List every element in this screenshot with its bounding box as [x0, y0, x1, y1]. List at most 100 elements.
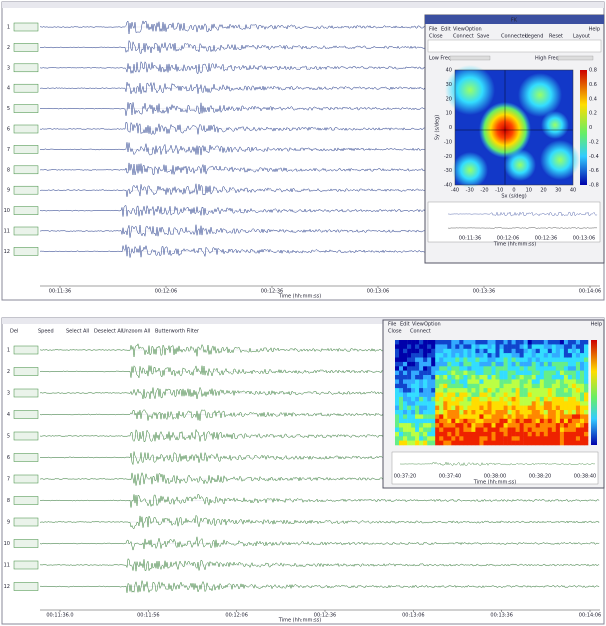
spectrogram-cell [544, 419, 548, 424]
spectrogram-cell [471, 410, 475, 415]
spectrogram-cell [427, 419, 431, 424]
spectrogram-cell [484, 340, 488, 345]
spectrogram-cell [540, 423, 544, 428]
spectrogram-cell [475, 441, 479, 446]
spectrogram-cell [419, 406, 423, 411]
spectrogram-cell [512, 436, 516, 441]
spectrogram-cell [584, 349, 588, 354]
spectrogram-cell [484, 388, 488, 393]
spectrogram-cell [419, 344, 423, 349]
spectrogram-cell [496, 432, 500, 437]
spectrogram-cell [504, 388, 508, 393]
spectrogram-cell [451, 436, 455, 441]
y-tick-label: 0 [449, 125, 452, 131]
spectrogram-cell [475, 353, 479, 358]
spectrogram-cell [488, 410, 492, 415]
spectrogram-cell [568, 423, 572, 428]
spectrogram-cell [516, 371, 520, 376]
spectrogram-cell [479, 371, 483, 376]
spectrogram-cell [528, 349, 532, 354]
spectrogram-cell [528, 388, 532, 393]
spectrogram-cell [447, 432, 451, 437]
spectrogram-cell [411, 366, 415, 371]
spectrogram-cell [431, 419, 435, 424]
spectrogram-cell [532, 353, 536, 358]
trace-label: 6 [7, 455, 10, 461]
spectrogram-cell [415, 401, 419, 406]
spectrogram-cell [516, 441, 520, 446]
spectrogram-cell [403, 362, 407, 367]
spectrogram-cell [415, 384, 419, 389]
spectrogram-cell [572, 393, 576, 398]
spectrogram-cell [443, 436, 447, 441]
trace-label: 12 [4, 584, 10, 590]
spectrogram-cell [564, 419, 568, 424]
spectrogram-cell [532, 401, 536, 406]
spectrogram-cell [576, 379, 580, 384]
spectrogram-cell [564, 428, 568, 433]
spectrogram-cell [443, 388, 447, 393]
spectrogram-cell [512, 401, 516, 406]
spectrogram-cell [560, 388, 564, 393]
toolbar-button: Close [429, 34, 443, 40]
spectrogram-cell [403, 432, 407, 437]
spectrogram-cell [568, 379, 572, 384]
spectrogram-cell [431, 379, 435, 384]
spectrogram-cell [576, 414, 580, 419]
spectrogram-cell [524, 432, 528, 437]
spectrogram-cell [435, 397, 439, 402]
spectrogram-cell [395, 419, 399, 424]
spectrogram-cell [403, 371, 407, 376]
spectrogram-cell [455, 384, 459, 389]
spectrogram-cell [415, 428, 419, 433]
y-axis-title: Sy (s/deg) [435, 115, 441, 140]
spectrogram-cell [576, 344, 580, 349]
spectrogram-cell [479, 414, 483, 419]
spectrogram-cell [516, 423, 520, 428]
spectrogram-cell [564, 384, 568, 389]
spectrogram-cell [524, 375, 528, 380]
spectrogram-cell [459, 371, 463, 376]
spectrogram-cell [512, 371, 516, 376]
spectrogram-cell [524, 362, 528, 367]
spectrogram-cell [488, 366, 492, 371]
spectrogram-cell [556, 371, 560, 376]
spectrogram-cell [564, 375, 568, 380]
spectrogram-cell [584, 441, 588, 446]
spectrogram-cell [475, 362, 479, 367]
spectrogram-cell [463, 344, 467, 349]
spectrogram-cell [548, 388, 552, 393]
spectrogram-cell [580, 436, 584, 441]
spectrogram-cell [572, 410, 576, 415]
channel-box [14, 23, 38, 31]
spectrogram-cell [512, 441, 516, 446]
spectrogram-cell [516, 340, 520, 345]
spectrogram-cell [443, 393, 447, 398]
spectrogram-cell [415, 410, 419, 415]
spectrogram-cell [520, 388, 524, 393]
spectrogram-cell [484, 397, 488, 402]
spectrogram-cell [435, 340, 439, 345]
spectrogram-cell [532, 441, 536, 446]
spectrogram-cell [415, 388, 419, 393]
spectrogram-cell [488, 388, 492, 393]
spectrogram-cell [492, 340, 496, 345]
spectrogram-cell [399, 423, 403, 428]
spectrogram-cell [447, 410, 451, 415]
spectrogram-cell [520, 419, 524, 424]
spectrogram-cell [540, 436, 544, 441]
spectrogram-cell [512, 428, 516, 433]
spectrogram-cell [463, 362, 467, 367]
spectrogram-cell [423, 397, 427, 402]
spectrogram-cell [395, 406, 399, 411]
spectrogram-cell [395, 428, 399, 433]
spectrogram-cell [484, 428, 488, 433]
spectrogram-cell [407, 419, 411, 424]
spectrogram-cell [427, 379, 431, 384]
spectrogram-cell [407, 375, 411, 380]
spectrogram-cell [568, 344, 572, 349]
spectrogram-cell [451, 358, 455, 363]
spectrogram-cell [447, 401, 451, 406]
spectrogram-cell [475, 379, 479, 384]
spectrogram-cell [568, 432, 572, 437]
